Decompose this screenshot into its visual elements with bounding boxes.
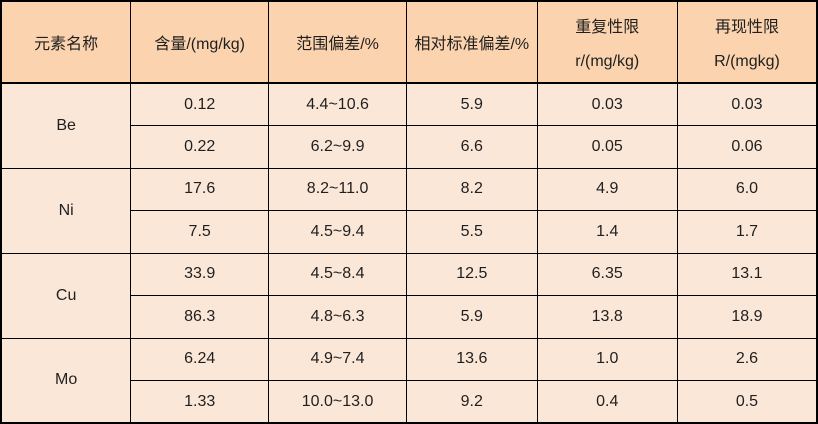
- column-header-range-deviation: 范围偏差/%: [268, 0, 408, 84]
- header-row: 元素名称 含量/(mg/kg) 范围偏差/% 相对标准偏差/% 重复性限 r/(…: [0, 0, 818, 84]
- table-row: 86.3 4.8~6.3 5.9 13.8 18.9: [1, 295, 818, 339]
- table-cell: 13.8: [536, 295, 678, 339]
- element-name-cell: Mo: [0, 337, 132, 424]
- table-cell: 8.2~11.0: [268, 167, 408, 211]
- column-header-repeatability-limit: 重复性限 r/(mg/kg): [536, 0, 678, 84]
- column-header-content: 含量/(mg/kg): [130, 0, 270, 84]
- column-header-reproducibility-limit: 再现性限 R/(mgkg): [676, 0, 818, 84]
- column-header-label: 相对标准偏差/%: [414, 36, 530, 53]
- table-row: Ni 17.6 8.2~11.0 8.2 4.9 6.0: [0, 167, 818, 254]
- table-cell: 86.3: [130, 295, 270, 339]
- table-cell: 17.6: [130, 167, 270, 211]
- table-cell: 0.5: [676, 380, 818, 424]
- table-cell: 5.9: [406, 82, 538, 126]
- column-header-element-name: 元素名称: [0, 0, 132, 84]
- element-name-cell: Ni: [0, 167, 132, 254]
- table-cell: 6.2~9.9: [268, 125, 408, 169]
- table-cell: 1.4: [536, 210, 678, 254]
- table-cell: 1.7: [676, 210, 818, 254]
- table-row: Be 0.12 4.4~10.6 5.9 0.03 0.03: [0, 82, 818, 169]
- table-cell: 13.1: [676, 252, 818, 296]
- table-cell: 5.9: [406, 295, 538, 339]
- table-cell: 4.5~9.4: [268, 210, 408, 254]
- table-cell: 4.9~7.4: [268, 337, 408, 381]
- column-header-label: 元素名称: [34, 36, 99, 53]
- table-cell: 8.2: [406, 167, 538, 211]
- element-name-cell: Cu: [0, 252, 132, 339]
- table-cell: 18.9: [676, 295, 818, 339]
- column-header-label: 含量/(mg/kg): [154, 36, 246, 53]
- table-cell: 0.03: [676, 82, 818, 126]
- column-header-label: 重复性限: [575, 19, 640, 36]
- table-cell: 4.4~10.6: [268, 82, 408, 126]
- table-cell: 0.03: [536, 82, 678, 126]
- two-line-header: 再现性限 R/(mgkg): [678, 13, 816, 71]
- table-cell: 6.24: [130, 337, 270, 381]
- table-cell: 0.4: [536, 380, 678, 424]
- table-row: 1.33 10.0~13.0 9.2 0.4 0.5: [1, 380, 818, 424]
- table-cell: 4.8~6.3: [268, 295, 408, 339]
- table-cell: 0.06: [676, 125, 818, 169]
- table-cell: 7.5: [130, 210, 270, 254]
- table-cell: 33.9: [130, 252, 270, 296]
- table-cell: 1.0: [536, 337, 678, 381]
- two-line-header: 重复性限 r/(mg/kg): [538, 13, 676, 71]
- column-header-label: 再现性限: [714, 19, 779, 36]
- table-cell: 6.6: [406, 125, 538, 169]
- table-cell: 6.0: [676, 167, 818, 211]
- column-header-label: 范围偏差/%: [296, 36, 379, 53]
- table-cell: 6.35: [536, 252, 678, 296]
- table-cell: 10.0~13.0: [268, 380, 408, 424]
- table-row: 7.5 4.5~9.4 5.5 1.4 1.7: [1, 210, 818, 254]
- table-row: 0.22 6.2~9.9 6.6 0.05 0.06: [1, 125, 818, 169]
- table-cell: 5.5: [406, 210, 538, 254]
- table-row: Cu 33.9 4.5~8.4 12.5 6.35 13.1: [0, 252, 818, 339]
- table-cell: 9.2: [406, 380, 538, 424]
- table-cell: 0.12: [130, 82, 270, 126]
- table-cell: 12.5: [406, 252, 538, 296]
- column-header-unit: R/(mgkg): [714, 53, 780, 70]
- table-cell: 13.6: [406, 337, 538, 381]
- table-cell: 2.6: [676, 337, 818, 381]
- table-row: Mo 6.24 4.9~7.4 13.6 1.0 2.6: [0, 337, 818, 424]
- table-cell: 4.9: [536, 167, 678, 211]
- table-cell: 0.05: [536, 125, 678, 169]
- column-header-unit: r/(mg/kg): [575, 53, 640, 70]
- table-cell: 1.33: [130, 380, 270, 424]
- table-cell: 0.22: [130, 125, 270, 169]
- table-cell: 4.5~8.4: [268, 252, 408, 296]
- column-header-relative-std-deviation: 相对标准偏差/%: [406, 0, 538, 84]
- element-name-cell: Be: [0, 82, 132, 169]
